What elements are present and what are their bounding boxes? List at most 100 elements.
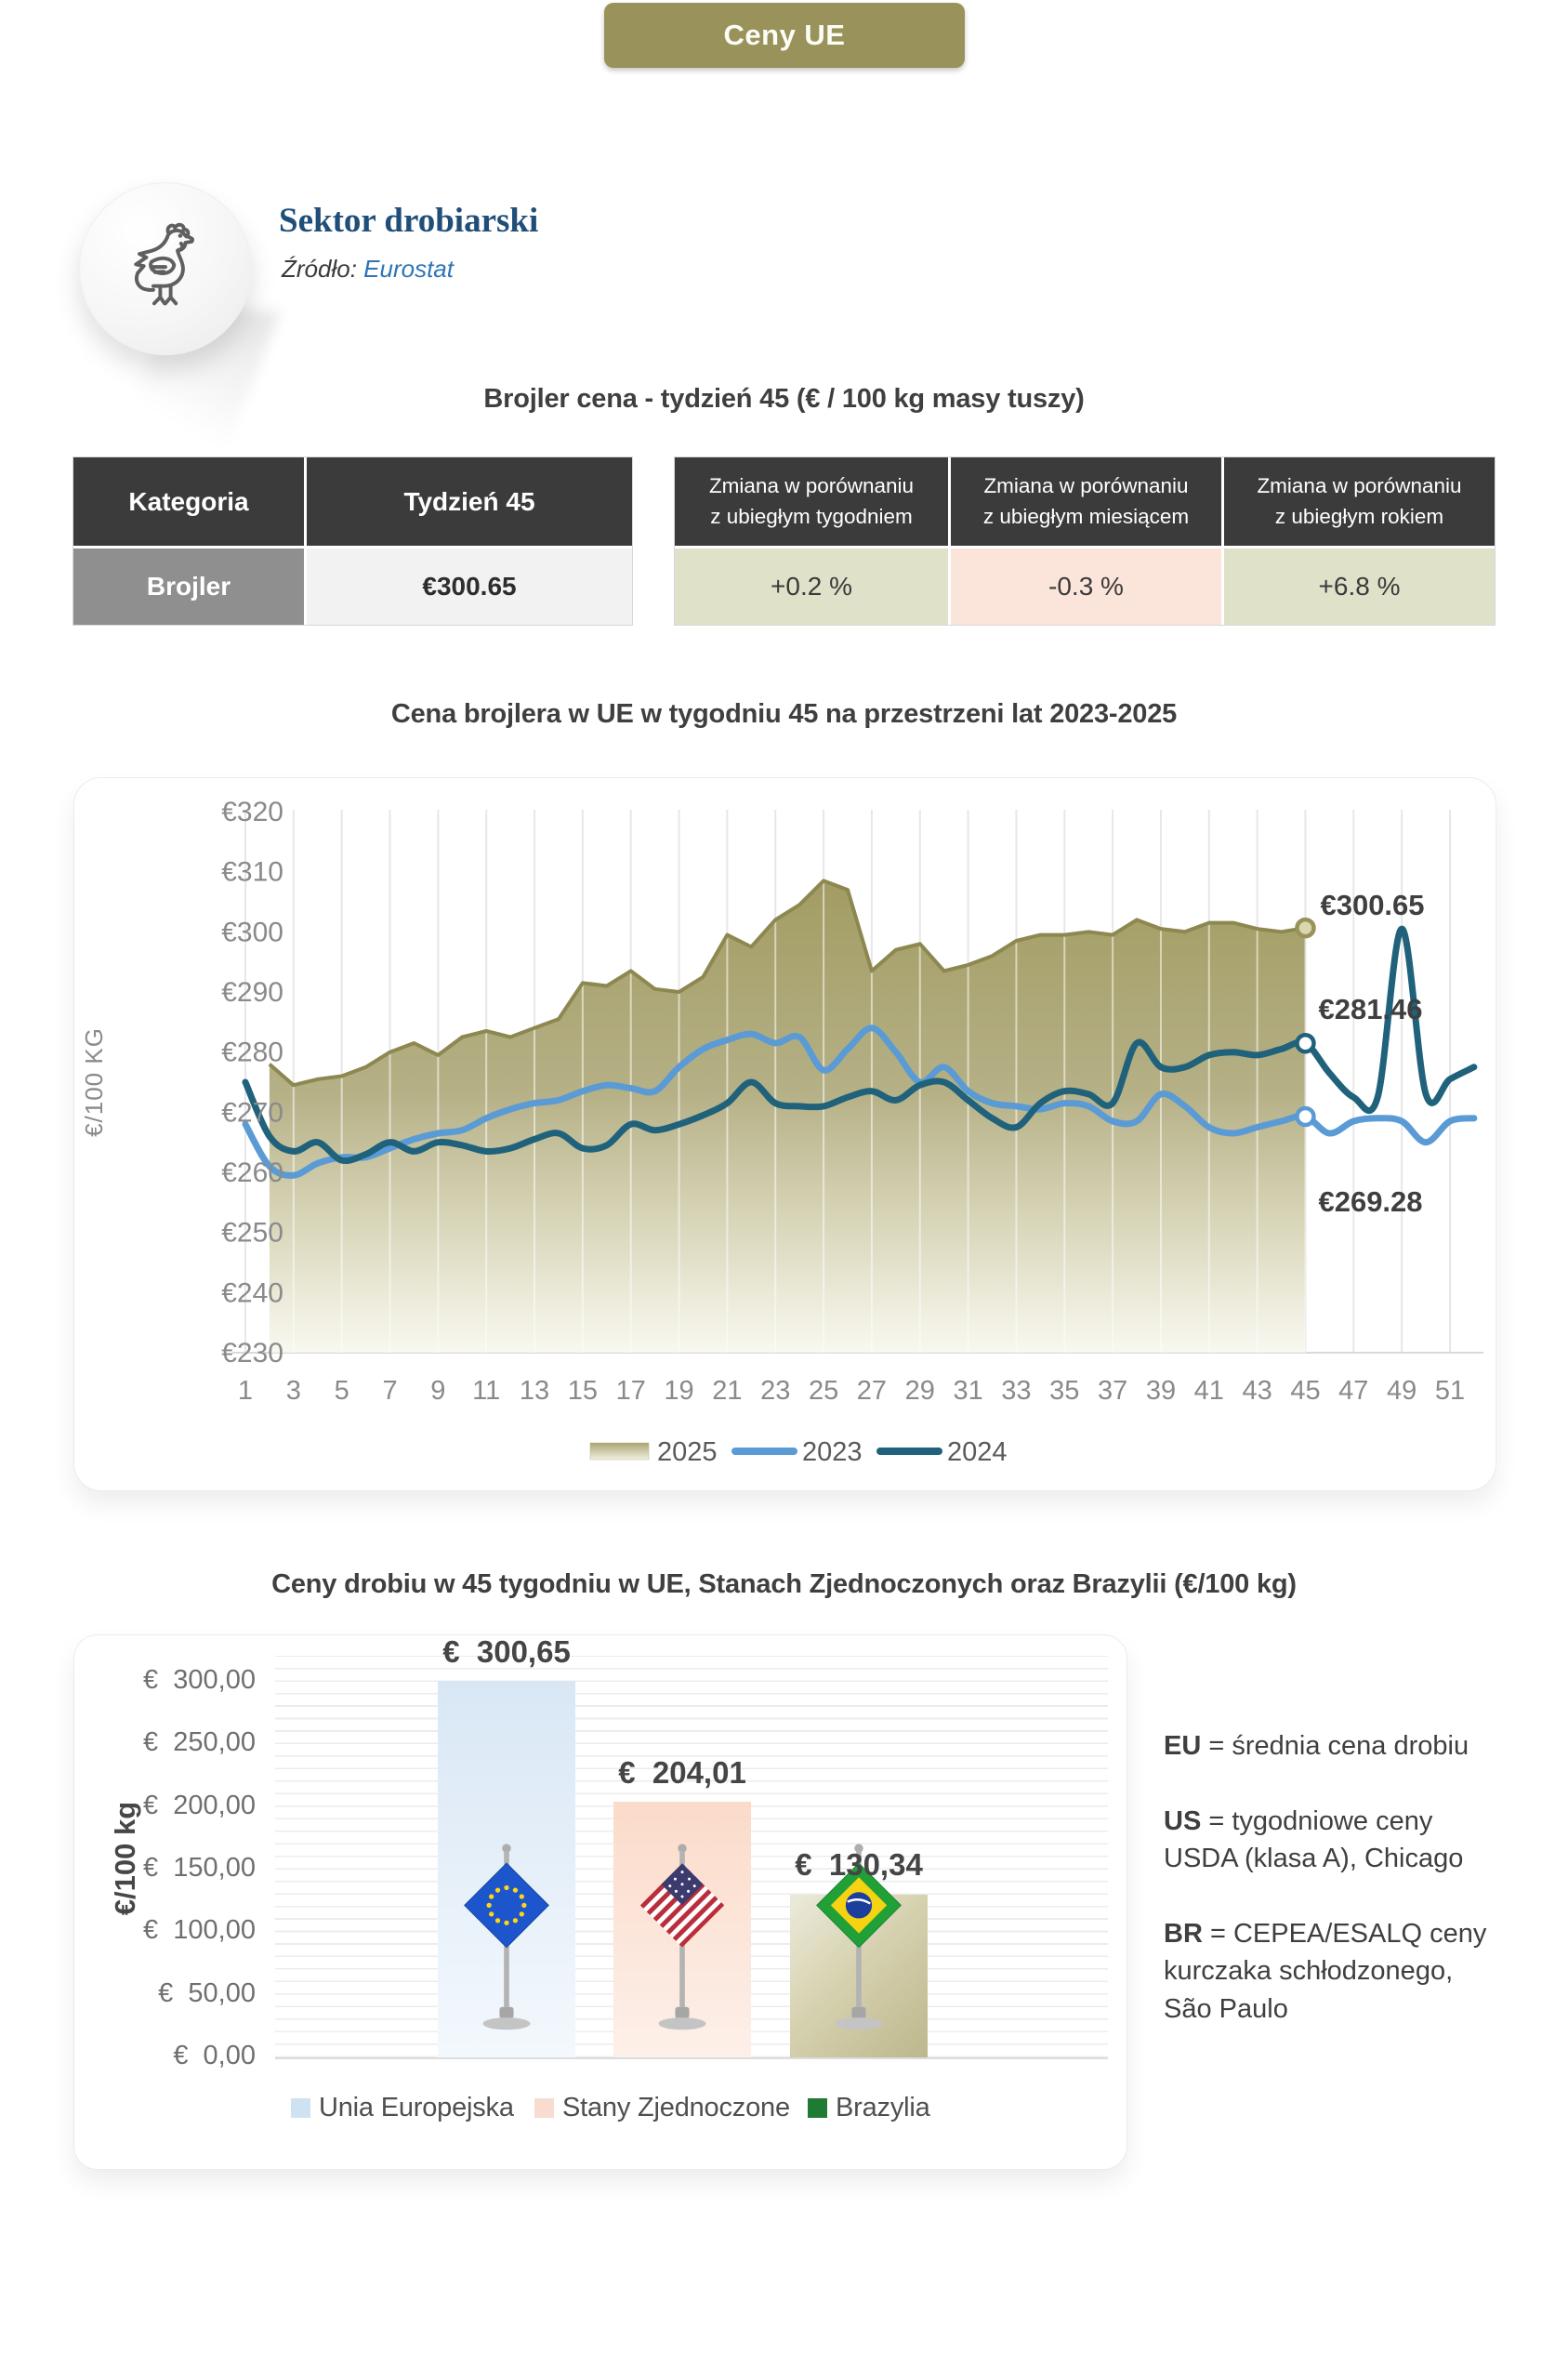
- y-tick-label: €260: [221, 1157, 283, 1188]
- x-tick-label: 25: [809, 1376, 838, 1406]
- change-value-year: +6.8 %: [1221, 546, 1495, 625]
- chicken-icon: [134, 222, 194, 306]
- y-tick-label: €270: [221, 1097, 283, 1128]
- legend-swatch-2025: [589, 1442, 650, 1461]
- annotation-2023: €269.28: [1318, 1185, 1422, 1218]
- note-eu: EU = średnia cena drobiu: [1164, 1731, 1469, 1761]
- source-label: Źródło:: [282, 255, 357, 283]
- x-tick-label: 35: [1049, 1376, 1079, 1406]
- series-2023-line: [242, 1025, 1478, 1179]
- legend-label-2025: 2025: [657, 1437, 718, 1467]
- x-tick-label: 51: [1435, 1376, 1465, 1406]
- change-value-month: -0.3 %: [948, 546, 1221, 625]
- x-tick-label: 7: [382, 1376, 397, 1406]
- bar-chart-plot-area: [275, 1656, 1108, 2059]
- bar-y-tick-label: € 300,00: [143, 1664, 256, 1695]
- abbreviation-notes: EU = średnia cena drobiu US = tygodniowe…: [1164, 1727, 1498, 2066]
- x-tick-label: 23: [760, 1376, 790, 1406]
- row-category: Brojler: [73, 546, 307, 625]
- x-tick-label: 3: [286, 1376, 301, 1406]
- annotation-2025: €300.65: [1320, 889, 1424, 921]
- ceny-ue-button[interactable]: Ceny UE: [604, 3, 965, 68]
- x-tick-label: 47: [1338, 1376, 1368, 1406]
- broiler-price-line-chart: €300.65 €281.46 €269.28 €320 €310 €300 €290 €28…: [80, 797, 1483, 1467]
- legend-category-label: Brazylia: [836, 2093, 930, 2122]
- page-title: Sektor drobiarski: [279, 202, 539, 240]
- x-tick-label: 17: [616, 1376, 646, 1406]
- bar-chart-title: Ceny drobiu w 45 tygodniu w UE, Stanach …: [271, 1569, 1297, 1599]
- y-tick-label: €300: [221, 917, 283, 947]
- bar-y-tick-label: € 100,00: [143, 1915, 256, 1946]
- bar-br: [790, 1844, 928, 2057]
- change-value-week: +0.2 %: [675, 546, 948, 625]
- change-header-year: Zmiana w porównaniu z ubiegłym rokiem: [1221, 457, 1495, 546]
- x-tick-label: 21: [712, 1376, 742, 1406]
- x-tick-label: 43: [1243, 1376, 1272, 1406]
- bar-y-tick-label: € 0,00: [173, 2041, 256, 2070]
- bar-legend-item-eu: Unia Europejska: [291, 2093, 514, 2123]
- x-tick-label: 33: [1001, 1376, 1031, 1406]
- bar-eu: [438, 1681, 575, 2057]
- week45-marker: [1295, 1032, 1316, 1054]
- price-table: Kategoria Tydzień 45 Brojler €300.65: [73, 457, 632, 625]
- legend-label-2024: 2024: [947, 1437, 1008, 1467]
- x-tick-label: 29: [905, 1376, 935, 1406]
- note-br: BR = CEPEA/ESALQ ceny kurczaka schłodzon…: [1164, 1918, 1487, 2024]
- annotation-2024: €281.46: [1318, 993, 1422, 1025]
- x-tick-label: 41: [1194, 1376, 1224, 1406]
- week45-marker: [1295, 917, 1316, 939]
- sector-badge: [79, 182, 252, 355]
- line-chart-card: €300.65 €281.46 €269.28 €320 €310 €300 €290 €28…: [73, 777, 1496, 1491]
- y-tick-label: €250: [221, 1218, 283, 1249]
- y-axis-label: €/100 KG: [80, 1027, 108, 1137]
- eu-stars: [486, 1884, 527, 1925]
- change-header-month: Zmiana w porównaniu z ubiegłym miesiącem: [948, 457, 1221, 546]
- y-tick-label: €290: [221, 977, 283, 1008]
- bar-value-label-eu: € 300,65: [442, 1634, 571, 1670]
- legend-color-swatch: [291, 2098, 310, 2118]
- x-tick-label: 9: [430, 1376, 445, 1406]
- legend-color-swatch: [808, 2098, 827, 2118]
- bar-value-label-br: € 130,34: [795, 1847, 923, 1883]
- x-tick-label: 5: [335, 1376, 349, 1406]
- bar-legend-item-br: Brazylia: [808, 2093, 930, 2123]
- col-header-tydzien: Tydzień 45: [307, 457, 632, 546]
- eu-flag-image: [464, 1844, 549, 2030]
- legend-category-label: Unia Europejska: [319, 2093, 514, 2122]
- x-tick-label: 37: [1098, 1376, 1127, 1406]
- bar-us: [613, 1802, 751, 2057]
- legend-label-2023: 2023: [802, 1437, 863, 1467]
- legend-color-swatch: [534, 2098, 554, 2118]
- series-2025-edge: [268, 879, 1306, 1088]
- y-tick-label: €230: [221, 1338, 283, 1368]
- x-tick-label: 1: [238, 1376, 253, 1406]
- x-tick-label: 49: [1387, 1376, 1416, 1406]
- brazil-flag-image: [816, 1844, 902, 2030]
- bar-y-tick-label: € 200,00: [143, 1790, 256, 1820]
- note-us: US = tygodniowe ceny USDA (klasa A), Chi…: [1164, 1805, 1464, 1874]
- us-flag-image: [639, 1844, 725, 2030]
- series-2025-area: [269, 880, 1306, 1353]
- y-tick-label: €320: [221, 797, 283, 827]
- col-header-kategoria: Kategoria: [73, 457, 307, 546]
- x-tick-label: 11: [472, 1376, 500, 1406]
- y-tick-label: €310: [221, 857, 283, 888]
- x-tick-label: 27: [857, 1376, 887, 1406]
- y-tick-label: €280: [221, 1038, 283, 1068]
- bar-y-tick-label: € 150,00: [143, 1852, 256, 1883]
- price-table-title: Brojler cena - tydzień 45 (€ / 100 kg ma…: [483, 384, 1085, 414]
- source-value: Eurostat: [363, 255, 454, 283]
- change-header-week: Zmiana w porównaniu z ubiegłym tygodniem: [675, 457, 948, 546]
- bar-value-label-us: € 204,01: [618, 1755, 746, 1791]
- row-price: €300.65: [307, 546, 632, 625]
- legend-category-label: Stany Zjednoczone: [562, 2093, 790, 2122]
- x-tick-label: 39: [1146, 1376, 1176, 1406]
- bar-legend-item-us: Stany Zjednoczone: [534, 2093, 790, 2123]
- x-tick-label: 19: [664, 1376, 693, 1406]
- change-table: Zmiana w porównaniu z ubiegłym tygodniem…: [675, 457, 1495, 625]
- bar-y-tick-label: € 50,00: [158, 1977, 256, 2008]
- week45-marker: [1295, 1105, 1316, 1128]
- x-tick-label: 15: [568, 1376, 598, 1406]
- x-tick-label: 31: [953, 1376, 982, 1406]
- source-line: Źródło: Eurostat: [282, 255, 454, 284]
